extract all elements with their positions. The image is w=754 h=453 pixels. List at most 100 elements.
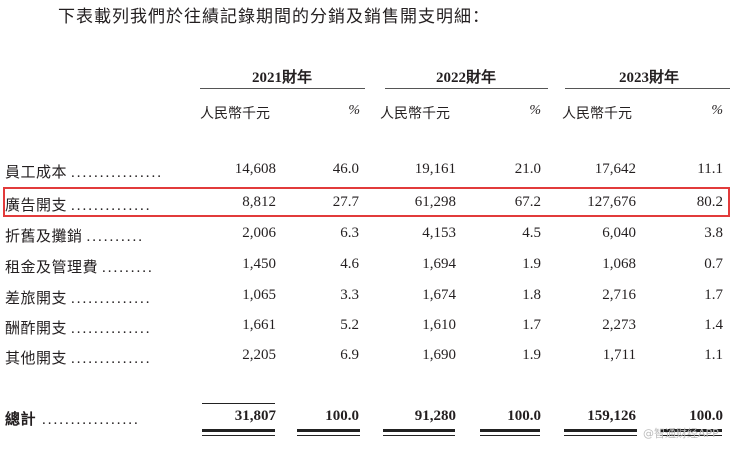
year-header-2021: 2021財年 <box>251 70 312 86</box>
table-row: 差旅開支.............. 1,065 3.3 1,674 1.8 2,716 1… <box>0 284 754 308</box>
cell: 2,205 <box>242 347 276 363</box>
cell: 8,812 <box>242 194 276 210</box>
cell: 17,642 <box>594 161 636 177</box>
unit-label: 人民幣千元 <box>562 107 632 122</box>
cell: 2,273 <box>602 317 636 333</box>
cell: 27.7 <box>332 194 359 210</box>
table-row: 廣告開支.............. 8,812 27.7 61,298 67.2 127… <box>0 191 754 215</box>
cell: 127,676 <box>587 194 636 210</box>
double-rule <box>660 429 722 436</box>
cell: 46.0 <box>332 161 359 177</box>
cell: 1.4 <box>704 317 723 333</box>
cell: 91,280 <box>414 408 456 424</box>
cell: 6.3 <box>340 225 359 241</box>
header-divider <box>200 88 365 89</box>
pct-label: % <box>711 103 723 118</box>
cell: 1,690 <box>422 347 456 363</box>
row-label-text: 其他開支 <box>5 351 68 367</box>
year-header-2022: 2022財年 <box>435 70 496 86</box>
leader-dots: .............. <box>71 321 152 337</box>
row-label: 員工成本................ <box>5 161 163 182</box>
unit-label: 人民幣千元 <box>380 107 450 122</box>
cell: 1,711 <box>602 347 636 363</box>
cell: 0.7 <box>704 256 723 272</box>
cell: 1,068 <box>602 256 636 272</box>
row-label: 折舊及攤銷.......... <box>5 225 144 246</box>
intro-text: 下表載列我們於往績記錄期間的分銷及銷售開支明細： <box>58 7 490 26</box>
cell: 2,006 <box>242 225 276 241</box>
table-row: 租金及管理費......... 1,450 4.6 1,694 1.9 1,068 0.7 <box>0 253 754 277</box>
cell: 100.0 <box>689 408 723 424</box>
cell: 100.0 <box>507 408 541 424</box>
pct-label: % <box>529 103 541 118</box>
cell: 2,716 <box>602 287 636 303</box>
cell: 159,126 <box>587 408 636 424</box>
cell: 1,694 <box>422 256 456 272</box>
double-rule <box>564 429 637 436</box>
row-label-text: 總計 <box>5 412 37 428</box>
cell: 6.9 <box>340 347 359 363</box>
cell: 1.7 <box>704 287 723 303</box>
cell: 3.8 <box>704 225 723 241</box>
cell: 4.5 <box>522 225 541 241</box>
cell: 1.8 <box>522 287 541 303</box>
leader-dots: ................. <box>42 412 140 428</box>
leader-dots: ................ <box>71 165 164 181</box>
leader-dots: .......... <box>86 229 145 245</box>
double-rule <box>297 429 360 436</box>
total-row: 總計................. 31,807 100.0 91,280 … <box>0 405 754 429</box>
row-label-text: 折舊及攤銷 <box>5 229 83 245</box>
leader-dots: .............. <box>71 291 152 307</box>
cell: 1,065 <box>242 287 276 303</box>
cell: 1.9 <box>522 256 541 272</box>
row-label: 其他開支.............. <box>5 347 152 368</box>
row-label: 租金及管理費......... <box>5 256 154 277</box>
header-divider <box>385 88 548 89</box>
cell: 1,661 <box>242 317 276 333</box>
pct-label: % <box>348 103 360 118</box>
table-row: 折舊及攤銷.......... 2,006 6.3 4,153 4.5 6,040 3.8 <box>0 222 754 246</box>
leader-dots: .............. <box>71 198 152 214</box>
cell: 11.1 <box>697 161 723 177</box>
cell: 1.7 <box>522 317 541 333</box>
cell: 31,807 <box>234 408 276 424</box>
cell: 6,040 <box>602 225 636 241</box>
table-row: 其他開支.............. 2,205 6.9 1,690 1.9 1,711 1… <box>0 344 754 368</box>
double-rule <box>383 429 455 436</box>
cell: 14,608 <box>234 161 276 177</box>
cell: 100.0 <box>325 408 359 424</box>
table-row: 員工成本................ 14,608 46.0 19,161 21.0… <box>0 158 754 182</box>
row-label-text: 廣告開支 <box>5 198 68 214</box>
row-label: 總計................. <box>5 408 140 429</box>
leader-dots: ......... <box>102 260 154 276</box>
leader-dots: .............. <box>71 351 152 367</box>
row-label: 差旅開支.............. <box>5 287 152 308</box>
row-label-text: 酬酢開支 <box>5 321 68 337</box>
cell: 1,610 <box>422 317 456 333</box>
cell: 5.2 <box>340 317 359 333</box>
cell: 1.9 <box>522 347 541 363</box>
table-row: 酬酢開支.............. 1,661 5.2 1,610 1.7 2,273 1… <box>0 314 754 338</box>
cell: 1,674 <box>422 287 456 303</box>
cell: 61,298 <box>414 194 456 210</box>
double-rule <box>480 429 540 436</box>
header-divider <box>565 88 730 89</box>
watermark: @智通财经APP <box>643 427 719 440</box>
row-label: 廣告開支.............. <box>5 194 152 215</box>
cell: 4,153 <box>422 225 456 241</box>
cell: 1,450 <box>242 256 276 272</box>
cell: 19,161 <box>414 161 456 177</box>
year-header-2023: 2023財年 <box>618 70 679 86</box>
cell: 80.2 <box>696 194 723 210</box>
unit-label: 人民幣千元 <box>200 107 270 122</box>
row-label-text: 租金及管理費 <box>5 260 99 276</box>
cell: 3.3 <box>340 287 359 303</box>
row-label: 酬酢開支.............. <box>5 317 152 338</box>
cell: 67.2 <box>514 194 541 210</box>
row-label-text: 差旅開支 <box>5 291 68 307</box>
cell: 1.1 <box>704 347 723 363</box>
cell: 21.0 <box>514 161 541 177</box>
row-label-text: 員工成本 <box>5 165 68 181</box>
double-rule <box>202 429 275 436</box>
cell: 4.6 <box>340 256 359 272</box>
